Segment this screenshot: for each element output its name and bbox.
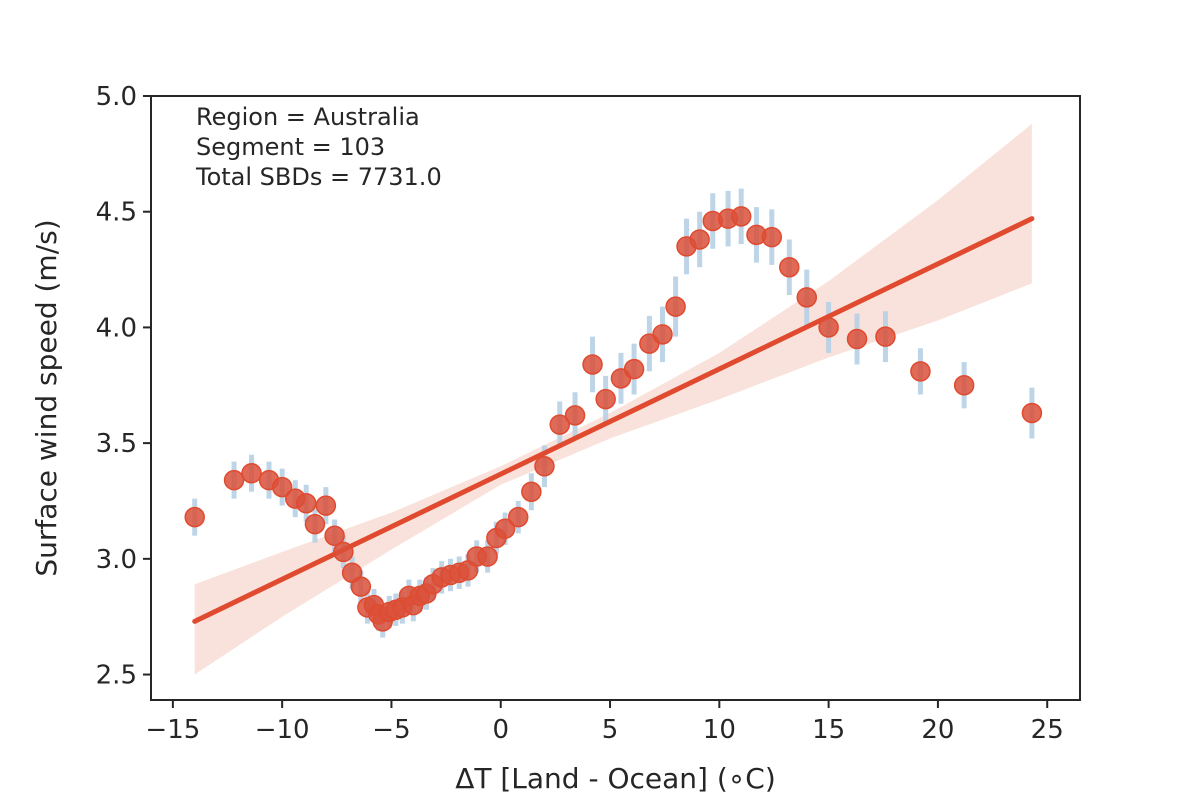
x-tick-label: 0 [492, 715, 509, 745]
x-tick-label: −10 [255, 715, 310, 745]
data-point [241, 462, 262, 484]
x-tick-label: 25 [1031, 715, 1064, 745]
data-point-layer [184, 206, 1043, 632]
annotation-line: Segment = 103 [196, 133, 385, 161]
data-point [1021, 402, 1043, 424]
data-point [477, 546, 498, 567]
x-tick-label: 20 [921, 715, 954, 745]
data-point [846, 328, 868, 350]
x-axis-title: ΔT [Land - Ocean] (∘C) [455, 762, 776, 795]
data-point [549, 414, 571, 435]
x-tick-label: −15 [145, 715, 200, 745]
data-point [652, 324, 673, 345]
data-point [689, 229, 710, 250]
confidence-band-layer [194, 123, 1032, 675]
regression-line [192, 216, 1035, 624]
data-point [564, 405, 586, 426]
annotation-line: Total SBDs = 7731.0 [195, 163, 442, 191]
x-tick-label: 5 [602, 715, 619, 745]
data-point [507, 506, 529, 528]
data-point [494, 518, 516, 540]
y-tick-label: 3.5 [96, 429, 137, 459]
x-tick-label: 10 [703, 715, 736, 745]
data-point [271, 476, 293, 498]
data-point [184, 506, 205, 528]
annotation-line: Region = Australia [196, 103, 420, 131]
data-point [304, 513, 326, 535]
data-point [665, 296, 686, 317]
data-point [521, 481, 542, 502]
data-point [761, 226, 783, 248]
data-point [295, 493, 317, 514]
data-point [779, 256, 800, 278]
regression-line-layer [192, 216, 1035, 624]
y-tick-label: 2.5 [96, 661, 137, 691]
data-point [534, 456, 555, 477]
data-point [730, 206, 752, 227]
y-tick-label: 4.5 [96, 198, 137, 228]
data-point [350, 576, 372, 597]
y-tick-label: 5.0 [96, 82, 137, 112]
data-point [582, 354, 603, 375]
data-point [315, 495, 337, 516]
x-tick-label: −5 [372, 715, 410, 745]
data-point [910, 361, 931, 382]
x-tick-label: 15 [812, 715, 845, 745]
confidence-band [194, 123, 1032, 675]
data-point [875, 326, 896, 347]
data-point [595, 388, 616, 410]
data-point [223, 469, 245, 491]
y-tick-label: 3.0 [96, 545, 137, 575]
plot-frame [150, 95, 1081, 701]
data-point [324, 525, 345, 546]
data-point [623, 358, 645, 380]
data-point [796, 287, 818, 308]
x-axis-ticks: −15 −10 −5 0 5 10 15 20 25 [145, 700, 1064, 745]
y-axis-ticks: 2.5 3.0 3.5 4.0 4.5 5.0 [96, 82, 151, 691]
y-tick-label: 4.0 [96, 313, 137, 343]
data-point [818, 317, 839, 338]
data-point [953, 375, 975, 396]
data-point [333, 541, 354, 563]
y-axis-title: Surface wind speed (m/s) [30, 219, 63, 576]
